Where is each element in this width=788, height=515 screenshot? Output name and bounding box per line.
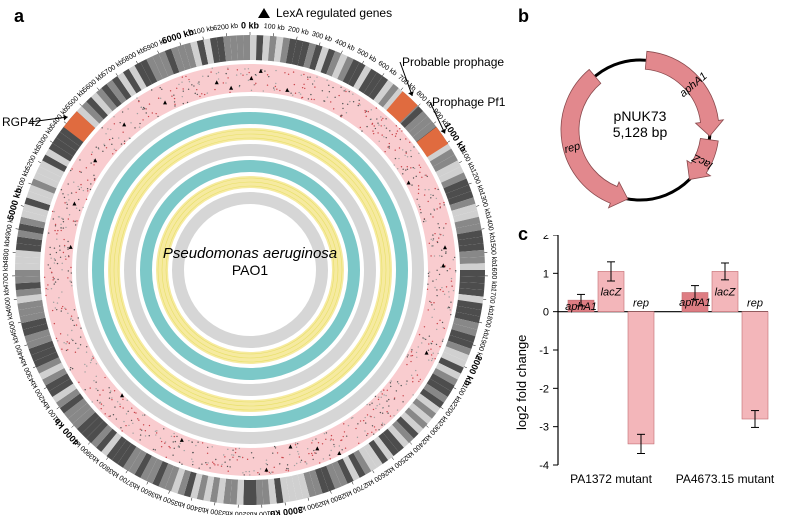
figure-root: a b c LexA regulated genes 0 kb100 kb200… [0,0,788,515]
svg-text:4800 kb: 4800 kb [3,239,12,264]
strain-name: PAO1 [150,262,350,278]
svg-text:PA1372 mutant: PA1372 mutant [570,472,652,486]
svg-text:3300 kb: 3300 kb [201,506,227,515]
svg-text:4600 kb: 4600 kb [3,287,13,313]
svg-text:1200 kb: 1200 kb [469,168,485,194]
svg-text:2: 2 [543,235,549,242]
barchart-ylabel: log2 fold change [514,335,529,430]
svg-text:1: 1 [543,268,549,280]
svg-text:-2: -2 [539,383,549,395]
svg-text:aphA1: aphA1 [679,297,711,309]
svg-text:-4: -4 [539,460,549,472]
svg-text:3100 kb: 3100 kb [249,509,274,515]
svg-text:2800 kb: 2800 kb [320,491,346,506]
panel-b-label: b [518,6,529,27]
svg-text:-1: -1 [539,345,549,357]
svg-text:6200 kb: 6200 kb [213,23,239,32]
plasmid-name: pNUK73 [520,108,760,124]
svg-text:1800 kb: 1800 kb [481,311,493,337]
svg-text:3500 kb: 3500 kb [154,491,180,506]
svg-text:6100 kb: 6100 kb [189,25,215,37]
svg-text:0 kb: 0 kb [241,20,260,30]
svg-text:5100 kb: 5100 kb [15,168,31,194]
svg-text:rep: rep [747,298,763,310]
svg-text:3400 kb: 3400 kb [177,500,203,513]
svg-text:1300 kb: 1300 kb [478,191,492,217]
plasmid-size: 5,128 bp [520,124,760,140]
svg-text:3200 kb: 3200 kb [225,509,250,515]
svg-text:-3: -3 [539,422,549,434]
barchart: -4 -3 -2 -1 0 1 2 aphA1 lacZ rep PA1372 mutant aphA… [508,235,778,505]
svg-text:4500 kb: 4500 kb [6,311,18,337]
annotation-prophage-pf1: Prophage Pf1 [432,95,505,109]
svg-text:4400 kb: 4400 kb [12,335,27,361]
svg-text:rep: rep [633,298,649,310]
svg-text:0: 0 [543,307,549,319]
annotation-probable-prophage: Probable prophage [402,55,504,69]
circular-center-label: Pseudomonas aeruginosa PAO1 [150,245,350,278]
svg-text:aphA1: aphA1 [565,301,597,313]
svg-text:lacZ: lacZ [715,287,737,299]
plasmid-diagram: aphA1lacZrep pNUK73 5,128 bp [520,30,760,230]
svg-text:300 kb: 300 kb [311,31,333,44]
svg-text:400 kb: 400 kb [334,38,356,53]
organism-name: Pseudomonas aeruginosa [150,245,350,262]
svg-text:100 kb: 100 kb [263,23,285,32]
barchart-svg: -4 -3 -2 -1 0 1 2 aphA1 lacZ rep PA1372 mutant aphA… [508,235,778,505]
svg-text:1700 kb: 1700 kb [487,287,497,313]
svg-text:1600 kb: 1600 kb [490,264,498,289]
svg-text:200 kb: 200 kb [287,26,309,37]
svg-text:500 kb: 500 kb [356,48,378,64]
svg-text:4700 kb: 4700 kb [3,263,11,288]
svg-text:1500 kb: 1500 kb [489,239,498,264]
svg-text:1400 kb: 1400 kb [484,215,495,241]
svg-text:PA4673.15 mutant: PA4673.15 mutant [676,472,775,486]
plasmid-name-size: pNUK73 5,128 bp [520,108,760,140]
annotation-rgp42: RGP42 [2,115,41,129]
svg-text:lacZ: lacZ [601,287,623,299]
